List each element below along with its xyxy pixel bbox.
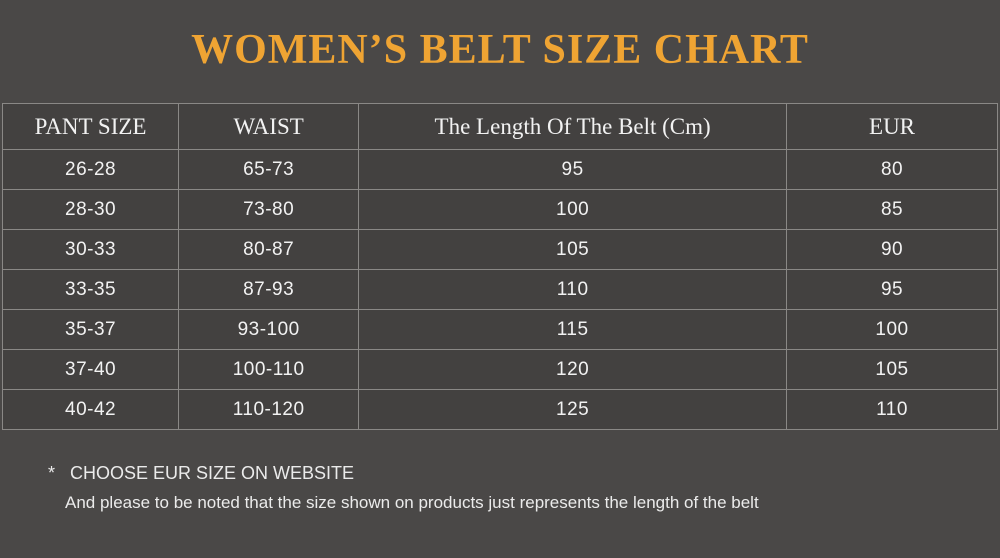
belt-length-cell: 120	[358, 349, 788, 390]
belt-length-cell: 125	[358, 389, 788, 430]
eur-cell: 95	[786, 269, 998, 310]
table-row: 37-40 100-110 120 105	[1, 349, 998, 390]
belt-size-table: PANT SIZE WAIST The Length Of The Belt (…	[1, 103, 998, 430]
footnote-length-note: And please to be noted that the size sho…	[65, 493, 759, 512]
table-row: 35-37 93-100 115 100	[1, 309, 998, 350]
eur-cell: 105	[786, 349, 998, 390]
page-title: WOMEN’S BELT SIZE CHART	[191, 27, 809, 73]
pant-size-cell: 26-28	[1, 149, 180, 190]
table-row: 30-33 80-87 105 90	[1, 229, 998, 270]
waist-cell: 87-93	[178, 269, 360, 310]
asterisk-mark: *	[48, 463, 56, 483]
pant-size-cell: 40-42	[1, 389, 180, 430]
footnote-choose-eur: * CHOOSE EUR SIZE ON WEBSITE	[0, 463, 1000, 484]
waist-cell: 73-80	[178, 189, 360, 230]
size-table-body: 26-28 65-73 95 80 28-30 73-80 100 85 30-33 80-87 1…	[1, 149, 998, 430]
table-row: 40-42 110-120 125 110	[1, 389, 998, 430]
pant-size-cell: 37-40	[1, 349, 180, 390]
table-header-row: PANT SIZE WAIST The Length Of The Belt (…	[1, 103, 998, 150]
waist-cell: 80-87	[178, 229, 360, 270]
pant-size-cell: 28-30	[1, 189, 180, 230]
belt-length-cell: 100	[358, 189, 788, 230]
header-pant-size: PANT SIZE	[1, 103, 180, 150]
pant-size-cell: 35-37	[1, 309, 180, 350]
waist-cell: 93-100	[178, 309, 360, 350]
eur-cell: 85	[786, 189, 998, 230]
header-belt-length: The Length Of The Belt (Cm)	[358, 103, 788, 150]
waist-cell: 100-110	[178, 349, 360, 390]
waist-cell: 65-73	[178, 149, 360, 190]
belt-length-cell: 95	[358, 149, 788, 190]
header-waist: WAIST	[178, 103, 360, 150]
footnotes: * CHOOSE EUR SIZE ON WEBSITE And please …	[0, 463, 1000, 513]
belt-length-cell: 110	[358, 269, 788, 310]
belt-length-cell: 115	[358, 309, 788, 350]
footnote-line1-text: CHOOSE EUR SIZE ON WEBSITE	[70, 463, 355, 483]
table-row: 28-30 73-80 100 85	[1, 189, 998, 230]
pant-size-cell: 30-33	[1, 229, 180, 270]
eur-cell: 100	[786, 309, 998, 350]
belt-length-cell: 105	[358, 229, 788, 270]
eur-cell: 80	[786, 149, 998, 190]
eur-cell: 110	[786, 389, 998, 430]
table-row: 33-35 87-93 110 95	[1, 269, 998, 310]
eur-cell: 90	[786, 229, 998, 270]
waist-cell: 110-120	[178, 389, 360, 430]
pant-size-cell: 33-35	[1, 269, 180, 310]
table-row: 26-28 65-73 95 80	[1, 149, 998, 190]
header-eur: EUR	[786, 103, 998, 150]
